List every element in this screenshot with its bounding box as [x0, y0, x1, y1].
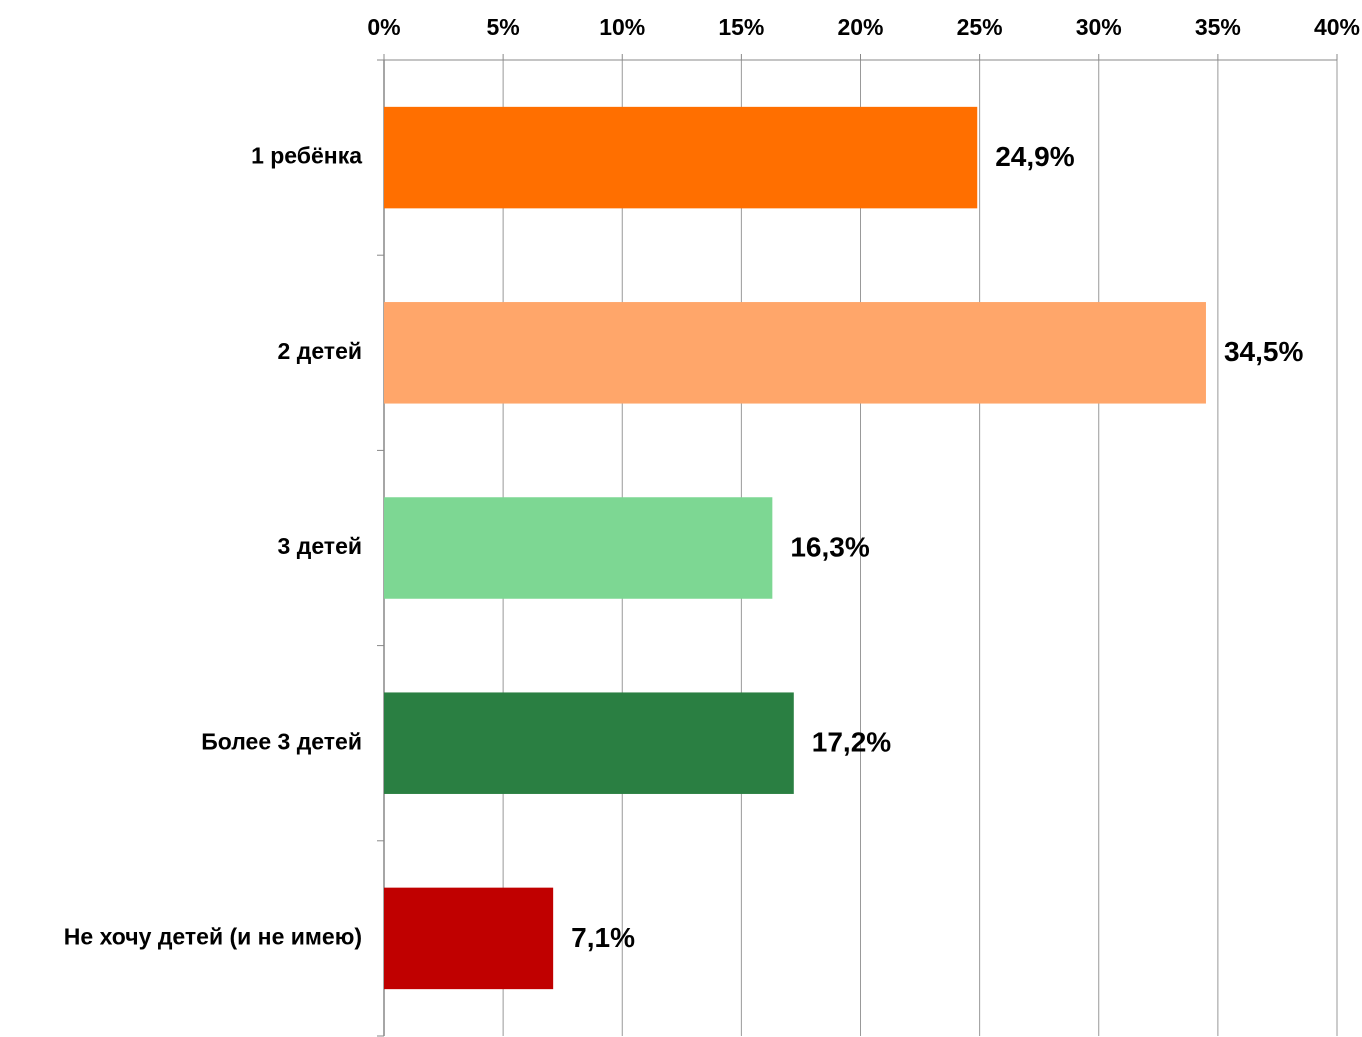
- value-label: 24,9%: [995, 141, 1074, 172]
- bar: [384, 106, 978, 209]
- category-label: Не хочу детей (и не имею): [64, 923, 362, 949]
- x-tick-label: 20%: [837, 14, 883, 40]
- category-label: Более 3 детей: [201, 728, 362, 754]
- bar: [384, 692, 794, 794]
- x-tick-label: 0%: [367, 14, 400, 40]
- category-label: 2 детей: [278, 338, 362, 364]
- x-tick-label: 30%: [1076, 14, 1122, 40]
- x-tick-label: 5%: [487, 14, 520, 40]
- value-label: 34,5%: [1224, 336, 1303, 367]
- x-tick-label: 15%: [718, 14, 764, 40]
- value-label: 16,3%: [790, 531, 869, 562]
- value-label: 7,1%: [571, 922, 635, 953]
- x-tick-label: 10%: [599, 14, 645, 40]
- value-label: 17,2%: [812, 727, 891, 758]
- category-label: 3 детей: [278, 533, 362, 559]
- category-label: 1 ребёнка: [251, 143, 362, 169]
- bar: [384, 302, 1206, 404]
- x-tick-label: 40%: [1314, 14, 1360, 40]
- bar: [384, 497, 773, 599]
- bar: [384, 887, 554, 990]
- x-tick-label: 25%: [957, 14, 1003, 40]
- x-tick-label: 35%: [1195, 14, 1241, 40]
